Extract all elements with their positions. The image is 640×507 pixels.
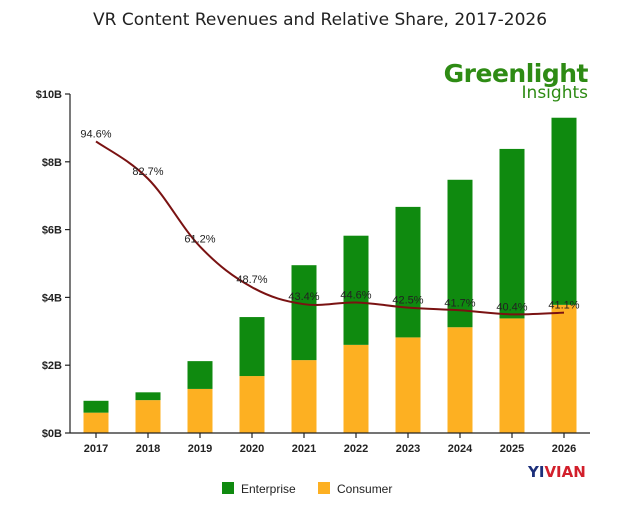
share-label: 44.6% bbox=[340, 289, 371, 301]
brand-logo-sub: Insights bbox=[522, 83, 589, 103]
bar-consumer bbox=[343, 344, 369, 433]
bar-enterprise bbox=[291, 265, 317, 361]
svg-text:YIVIAN: YIVIAN bbox=[527, 463, 586, 481]
chart-title: VR Content Revenues and Relative Share, … bbox=[93, 10, 547, 30]
watermark: YIVIAN bbox=[527, 463, 586, 481]
bar-enterprise bbox=[343, 235, 369, 345]
share-line bbox=[95, 140, 565, 316]
y-tick-label: $4B bbox=[42, 292, 62, 304]
brand-logo: Greenlight Insights bbox=[444, 59, 589, 103]
y-tick-label: $6B bbox=[42, 225, 62, 237]
bar-enterprise bbox=[395, 206, 421, 338]
bar-consumer bbox=[395, 337, 421, 433]
watermark-right: VIAN bbox=[544, 463, 585, 481]
bar-enterprise bbox=[135, 392, 161, 401]
share-label: 41.1% bbox=[548, 300, 579, 312]
bar-consumer bbox=[499, 318, 525, 433]
share-label: 61.2% bbox=[184, 234, 215, 246]
bar-consumer bbox=[135, 400, 161, 433]
x-tick-label: 2018 bbox=[136, 443, 160, 455]
x-tick-label: 2017 bbox=[84, 443, 108, 455]
bar-enterprise bbox=[551, 117, 577, 305]
x-tick-label: 2025 bbox=[500, 443, 524, 455]
bar-enterprise bbox=[83, 400, 109, 413]
bar-consumer bbox=[551, 304, 577, 433]
legend-label-enterprise: Enterprise bbox=[241, 482, 296, 496]
x-tick-label: 2023 bbox=[396, 443, 420, 455]
legend-swatch-consumer bbox=[318, 482, 330, 494]
share-label: 48.7% bbox=[236, 274, 267, 286]
share-label: 82.7% bbox=[132, 166, 163, 178]
bars bbox=[83, 117, 577, 433]
bar-consumer bbox=[447, 327, 473, 433]
bar-consumer bbox=[83, 412, 109, 433]
x-tick-label: 2024 bbox=[448, 443, 473, 455]
y-tick-label: $2B bbox=[42, 360, 62, 372]
y-tick-label: $0B bbox=[42, 428, 62, 440]
bar-enterprise bbox=[447, 179, 473, 328]
bar-enterprise bbox=[187, 361, 213, 389]
bar-enterprise bbox=[239, 317, 265, 377]
x-tick-label: 2019 bbox=[188, 443, 212, 455]
bar-enterprise bbox=[499, 148, 525, 319]
share-label: 43.4% bbox=[288, 291, 319, 303]
share-label: 40.4% bbox=[496, 301, 527, 313]
share-label: 42.5% bbox=[392, 295, 423, 307]
share-label: 94.6% bbox=[80, 128, 111, 140]
y-tick-label: $8B bbox=[42, 157, 62, 169]
share-line-group: 94.6% 82.7% 61.2% 48.7% 43.4% 44.6% 42.5% 41.7%… bbox=[80, 128, 580, 316]
share-label: 41.7% bbox=[444, 297, 475, 309]
x-tick-label: 2026 bbox=[552, 443, 576, 455]
bar-consumer bbox=[187, 388, 213, 433]
y-axis: $0B $2B $4B $6B $8B $10B bbox=[36, 89, 71, 440]
bar-consumer bbox=[239, 376, 265, 433]
bar-consumer bbox=[291, 360, 317, 433]
legend-label-consumer: Consumer bbox=[337, 482, 392, 496]
brand-logo-main: Greenlight bbox=[444, 59, 589, 88]
watermark-left: YI bbox=[527, 463, 544, 481]
x-tick-label: 2022 bbox=[344, 443, 368, 455]
legend: Enterprise Consumer bbox=[222, 482, 392, 496]
y-tick-label: $10B bbox=[36, 89, 62, 101]
x-tick-label: 2020 bbox=[240, 443, 264, 455]
x-tick-label: 2021 bbox=[292, 443, 316, 455]
legend-swatch-enterprise bbox=[222, 482, 234, 494]
x-axis: 2017 2018 2019 2020 2021 2022 2023 2024 2025 2026 bbox=[70, 432, 590, 455]
